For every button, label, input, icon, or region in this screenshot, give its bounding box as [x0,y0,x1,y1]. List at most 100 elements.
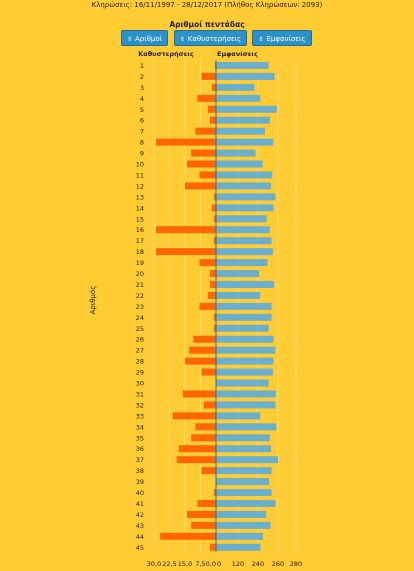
appearance-bar [216,215,267,223]
category-label: 37 [136,456,144,464]
category-label: 15 [136,215,144,223]
delay-bar [176,456,216,464]
category-label: 42 [136,511,144,519]
delay-bar [199,302,216,310]
appearance-bar [216,423,277,431]
category-label: 16 [136,226,144,234]
category-label: 5 [140,106,144,114]
appearance-bar [216,467,272,475]
appearance-bar [216,532,263,540]
delay-bar [209,270,216,278]
sort-by-delays-button[interactable]: ⇕ Καθυστερήσεις [174,30,247,46]
x-tick-label-appearances: 0 [217,560,221,568]
category-label: 6 [140,117,144,125]
appearance-bar [216,412,261,420]
appearance-bar [216,83,255,91]
delay-bar [207,291,216,299]
delay-bar [187,160,216,168]
appearance-bar [216,72,275,80]
appearance-bar [216,401,276,409]
category-label: 44 [136,533,144,541]
appearance-bar [216,291,261,299]
appearance-bar [216,521,271,529]
sort-arrow-icon: ⇕ [258,36,264,43]
appearance-bar [216,160,263,168]
appearance-bar [216,390,276,398]
appearance-bar [216,237,272,245]
x-tick-label-appearances: 120 [232,560,244,568]
appearances-series-label: Εμφανίσεις [217,50,258,58]
category-label: 11 [136,171,144,179]
x-tick-label-delays: 15,0 [178,560,192,568]
appearance-bar [216,368,273,376]
delay-bar [160,532,216,540]
appearance-bar [216,357,274,365]
category-label: 45 [136,544,144,552]
delay-bar [201,72,216,80]
category-label: 39 [136,478,144,486]
delay-bar [197,94,216,102]
appearance-bar [216,346,276,354]
category-label: 17 [136,237,144,245]
x-tick-label-delays: 7,5 [195,560,205,568]
x-tick-label-delays: 30,0 [147,560,161,568]
chart-title: Αριθμοί πεντάδας [169,20,245,29]
appearance-bar [216,543,261,551]
category-label: 41 [136,500,144,508]
delay-bar [214,61,216,69]
appearance-bar [216,280,275,288]
delay-bar [191,434,216,442]
appearance-bar [216,127,266,135]
sort-arrow-icon: ⇕ [126,36,133,43]
delay-bar [201,368,216,376]
delay-bar [209,543,216,551]
category-label: 36 [136,445,144,453]
sort-by-number-button[interactable]: ⇕ Αριθμοί [121,30,168,46]
delay-bar [189,346,216,354]
delay-bar [201,467,216,475]
appearance-bar [216,259,268,267]
delay-bar [185,182,216,190]
draws-info: Κληρώσεις: 16/11/1997 - 28/12/2017 (Πλήθ… [91,1,323,9]
category-label: 24 [136,314,144,322]
sort-by-appearances-button[interactable]: ⇕ Εμφανίσεις [252,30,312,46]
delay-bar [195,423,216,431]
delay-bar [203,401,216,409]
delays-series-label: Καθυστερήσεις [138,50,194,58]
category-label: 32 [136,401,144,409]
category-label: 21 [136,281,144,289]
appearance-bar [216,335,274,343]
delay-bar [193,335,216,343]
delay-bar [209,280,216,288]
category-label: 35 [136,434,144,442]
x-tick-label-delays: 22,5 [162,560,176,568]
category-label: 18 [136,248,144,256]
category-label: 22 [136,292,144,300]
delay-bar [199,171,216,179]
x-tick-label-appearances: 260 [272,560,284,568]
x-tick-label-appearances: 280 [290,560,302,568]
appearance-bar [216,478,270,486]
category-label: 31 [136,390,144,398]
appearance-bar [216,149,256,157]
appearance-bar [216,313,272,321]
appearance-bar [216,270,260,278]
appearance-bar [216,434,270,442]
appearance-bar [216,499,276,507]
delay-bar [199,259,216,267]
delay-bar [182,390,216,398]
appearance-bar [216,61,269,69]
appearance-bar [216,489,272,497]
category-label: 14 [136,204,144,212]
category-label: 4 [140,95,144,103]
appearance-bar [216,182,272,190]
category-label: 43 [136,522,144,530]
delay-bar [213,215,216,223]
appearance-bar [216,379,269,387]
appearance-bar [216,324,269,332]
x-tick-label-appearances: 240 [252,560,264,568]
category-label: 28 [136,358,144,366]
category-label: 40 [136,489,144,497]
category-label: 27 [136,347,144,355]
